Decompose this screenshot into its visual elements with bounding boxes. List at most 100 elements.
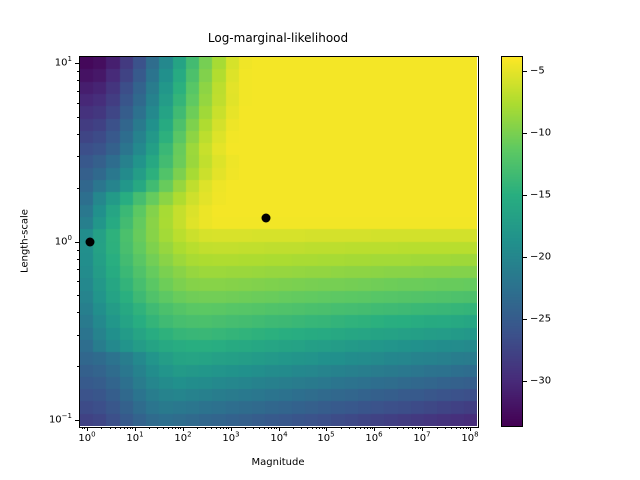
x-minor-tick [180, 427, 181, 429]
y-tick-label: 101 [54, 55, 72, 69]
x-tick-label: 102 [174, 430, 192, 444]
y-minor-tick [77, 312, 79, 313]
y-minor-tick [77, 250, 79, 251]
x-tick-label: 105 [317, 430, 335, 444]
x-minor-tick [307, 427, 308, 429]
y-minor-tick [77, 259, 79, 260]
colorbar-tick [523, 381, 527, 382]
plot-area [80, 57, 477, 426]
x-major-tick [326, 427, 327, 431]
x-tick-label: 104 [270, 430, 288, 444]
x-major-tick [231, 427, 232, 431]
y-minor-tick [77, 71, 79, 72]
y-minor-tick [77, 80, 79, 81]
x-minor-tick [84, 427, 85, 429]
x-minor-tick [228, 427, 229, 429]
x-major-tick [183, 427, 184, 431]
x-minor-tick [101, 427, 102, 429]
y-axis-label: Length-scale [19, 209, 31, 273]
x-minor-tick [132, 427, 133, 429]
x-major-tick [470, 427, 471, 431]
y-minor-tick [77, 91, 79, 92]
x-minor-tick [403, 427, 404, 429]
colorbar-tick [523, 133, 527, 134]
x-minor-tick [397, 427, 398, 429]
x-major-tick [422, 427, 423, 431]
x-minor-tick [130, 427, 131, 429]
x-major-tick [374, 427, 375, 431]
x-minor-tick [226, 427, 227, 429]
x-minor-tick [124, 427, 125, 429]
x-minor-tick [468, 427, 469, 429]
x-minor-tick [341, 427, 342, 429]
colorbar-tick [523, 71, 527, 72]
x-minor-tick [220, 427, 221, 429]
x-minor-tick [324, 427, 325, 429]
x-minor-tick [223, 427, 224, 429]
data-point-marker [85, 237, 95, 246]
colorbar-tick-label: −10 [530, 127, 552, 139]
chart-title: Log-marginal-likelihood [207, 31, 349, 45]
x-minor-tick [115, 427, 116, 429]
y-tick-label: 100 [54, 234, 72, 248]
colorbar-tick [523, 319, 527, 320]
x-minor-tick [319, 427, 320, 429]
x-minor-tick [264, 427, 265, 429]
x-minor-tick [412, 427, 413, 429]
x-minor-tick [168, 427, 169, 429]
x-minor-tick [178, 427, 179, 429]
x-minor-tick [463, 427, 464, 429]
x-minor-tick [389, 427, 390, 429]
x-minor-tick [276, 427, 277, 429]
x-minor-tick [322, 427, 323, 429]
x-minor-tick [149, 427, 150, 429]
x-minor-tick [175, 427, 176, 429]
colorbar-gradient [502, 57, 522, 426]
y-major-tick [75, 63, 79, 64]
x-minor-tick [293, 427, 294, 429]
x-minor-tick [259, 427, 260, 429]
x-minor-tick [110, 427, 111, 429]
x-minor-tick [420, 427, 421, 429]
y-minor-tick [77, 134, 79, 135]
x-major-tick [87, 427, 88, 431]
x-minor-tick [437, 427, 438, 429]
x-axis-label: Magnitude [251, 457, 305, 468]
y-minor-tick [77, 269, 79, 270]
x-major-tick [135, 427, 136, 431]
colorbar-tick-label: −5 [530, 65, 545, 77]
x-tick-label: 103 [222, 430, 240, 444]
colorbar-tick-label: −15 [530, 189, 552, 201]
colorbar-tick-label: −25 [530, 313, 552, 325]
y-minor-tick [77, 188, 79, 189]
y-major-tick [75, 242, 79, 243]
x-minor-tick [367, 427, 368, 429]
x-minor-tick [163, 427, 164, 429]
colorbar-tick-label: −20 [530, 251, 552, 263]
y-minor-tick [77, 117, 79, 118]
x-tick-label: 107 [413, 430, 431, 444]
x-minor-tick [445, 427, 446, 429]
data-point-marker [261, 213, 271, 223]
x-tick-label: 106 [365, 430, 383, 444]
x-tick-label: 100 [78, 430, 96, 444]
x-minor-tick [355, 427, 356, 429]
x-major-tick [279, 427, 280, 431]
y-major-tick [75, 420, 79, 421]
x-minor-tick [245, 427, 246, 429]
x-minor-tick [301, 427, 302, 429]
x-minor-tick [157, 427, 158, 429]
heatmap-canvas [80, 57, 477, 426]
x-minor-tick [460, 427, 461, 429]
x-minor-tick [364, 427, 365, 429]
x-tick-label: 101 [126, 430, 144, 444]
x-minor-tick [127, 427, 128, 429]
x-minor-tick [82, 427, 83, 429]
x-minor-tick [172, 427, 173, 429]
y-tick-label: 10−1 [48, 412, 72, 426]
y-minor-tick [77, 335, 79, 336]
x-minor-tick [271, 427, 272, 429]
x-minor-tick [349, 427, 350, 429]
x-minor-tick [205, 427, 206, 429]
